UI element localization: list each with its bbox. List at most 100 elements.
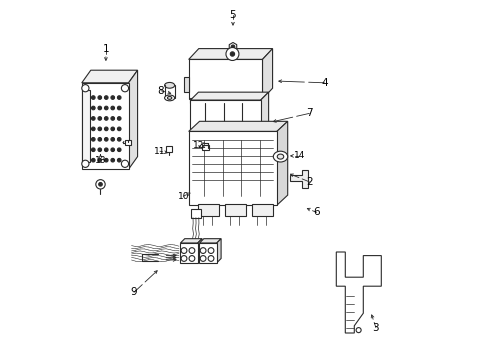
Ellipse shape (164, 82, 174, 88)
Circle shape (81, 85, 89, 92)
Text: 12: 12 (192, 141, 203, 150)
Circle shape (117, 96, 121, 99)
Circle shape (111, 106, 114, 110)
Circle shape (104, 106, 108, 110)
Bar (81, 83, 128, 169)
Circle shape (231, 45, 234, 49)
Circle shape (121, 85, 128, 92)
Circle shape (117, 138, 121, 141)
Circle shape (208, 256, 213, 261)
Polygon shape (81, 70, 137, 83)
Bar (81, 90, 89, 162)
Polygon shape (260, 92, 268, 130)
Polygon shape (128, 70, 137, 169)
Bar (251, 204, 273, 216)
Polygon shape (216, 239, 221, 263)
Circle shape (91, 138, 95, 141)
Polygon shape (184, 77, 188, 92)
Polygon shape (188, 121, 287, 131)
Text: 10: 10 (177, 192, 189, 201)
Text: 9: 9 (130, 287, 137, 297)
Bar (166, 146, 171, 152)
Polygon shape (190, 92, 268, 100)
Bar (199, 243, 216, 263)
Circle shape (91, 96, 95, 99)
Circle shape (91, 117, 95, 120)
Circle shape (117, 148, 121, 152)
Bar (224, 204, 246, 216)
Circle shape (111, 148, 114, 152)
Text: 2: 2 (305, 177, 312, 187)
Bar (180, 243, 197, 263)
Text: 14: 14 (293, 152, 305, 161)
Circle shape (189, 256, 194, 261)
Bar (190, 100, 260, 130)
Circle shape (104, 138, 108, 141)
Circle shape (121, 160, 128, 167)
Circle shape (111, 138, 114, 141)
Ellipse shape (167, 96, 171, 99)
Text: 8: 8 (157, 86, 164, 96)
Circle shape (98, 106, 102, 110)
Circle shape (91, 127, 95, 131)
Circle shape (117, 158, 121, 162)
Circle shape (117, 117, 121, 120)
Circle shape (81, 160, 89, 167)
Circle shape (111, 158, 114, 162)
Bar (125, 140, 131, 145)
Circle shape (117, 127, 121, 131)
Circle shape (98, 96, 102, 99)
Polygon shape (229, 42, 236, 51)
Circle shape (104, 148, 108, 152)
Circle shape (104, 158, 108, 162)
Circle shape (225, 48, 239, 60)
Circle shape (91, 106, 95, 110)
Circle shape (98, 158, 102, 162)
Polygon shape (188, 59, 262, 99)
Circle shape (181, 256, 186, 261)
Circle shape (355, 328, 361, 333)
Polygon shape (289, 170, 307, 188)
Bar (197, 204, 219, 216)
Polygon shape (188, 49, 272, 59)
Text: 7: 7 (305, 108, 312, 118)
Circle shape (111, 117, 114, 120)
Text: 1: 1 (102, 44, 109, 54)
Ellipse shape (273, 151, 287, 162)
Circle shape (230, 52, 234, 56)
Text: 11: 11 (154, 147, 165, 156)
Circle shape (111, 96, 114, 99)
Bar (188, 131, 276, 205)
Circle shape (91, 158, 95, 162)
Circle shape (104, 117, 108, 120)
Bar (191, 209, 201, 218)
Circle shape (98, 148, 102, 152)
Circle shape (96, 180, 105, 189)
Text: 4: 4 (321, 78, 327, 88)
Circle shape (111, 127, 114, 131)
Text: 6: 6 (312, 207, 319, 217)
Polygon shape (199, 239, 221, 243)
Bar (187, 252, 195, 257)
Bar (190, 98, 260, 103)
Polygon shape (262, 49, 272, 99)
Circle shape (181, 248, 186, 253)
Circle shape (98, 138, 102, 141)
Text: 3: 3 (372, 323, 378, 333)
Circle shape (117, 106, 121, 110)
Polygon shape (336, 252, 381, 333)
Circle shape (189, 248, 194, 253)
Bar (202, 145, 208, 150)
Ellipse shape (164, 95, 174, 101)
Polygon shape (276, 121, 287, 205)
Circle shape (98, 127, 102, 131)
Circle shape (104, 96, 108, 99)
Polygon shape (197, 239, 202, 263)
Circle shape (98, 117, 102, 120)
Circle shape (208, 248, 213, 253)
Polygon shape (180, 239, 202, 243)
Text: 13: 13 (95, 156, 106, 165)
Text: 5: 5 (229, 10, 236, 20)
Circle shape (91, 148, 95, 152)
Circle shape (104, 127, 108, 131)
